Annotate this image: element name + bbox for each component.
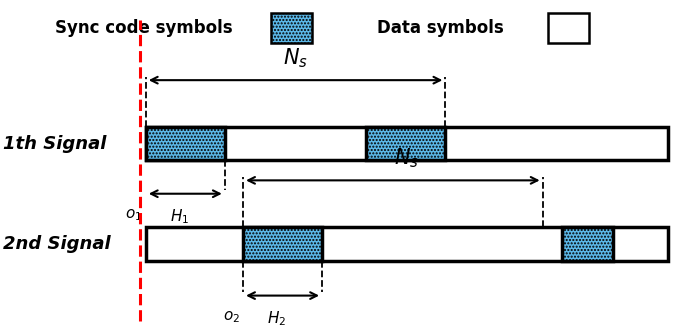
Bar bbox=[271, 13, 312, 43]
Text: $N_s$: $N_s$ bbox=[283, 46, 308, 70]
Bar bbox=[146, 227, 668, 261]
Bar bbox=[366, 127, 445, 160]
Text: $o_1$: $o_1$ bbox=[125, 207, 142, 223]
Bar bbox=[243, 227, 322, 261]
Bar bbox=[562, 227, 613, 261]
Text: Sync code symbols: Sync code symbols bbox=[55, 19, 232, 37]
Text: $N_s$: $N_s$ bbox=[394, 147, 419, 170]
Text: 2nd Signal: 2nd Signal bbox=[3, 235, 111, 253]
Text: 1th Signal: 1th Signal bbox=[3, 135, 107, 153]
Text: $o_2$: $o_2$ bbox=[223, 309, 240, 325]
Text: $H_2$: $H_2$ bbox=[267, 309, 286, 328]
Text: Data symbols: Data symbols bbox=[377, 19, 503, 37]
Text: $H_1$: $H_1$ bbox=[170, 207, 189, 226]
Bar bbox=[548, 13, 589, 43]
Bar bbox=[146, 127, 225, 160]
Bar bbox=[146, 127, 668, 160]
